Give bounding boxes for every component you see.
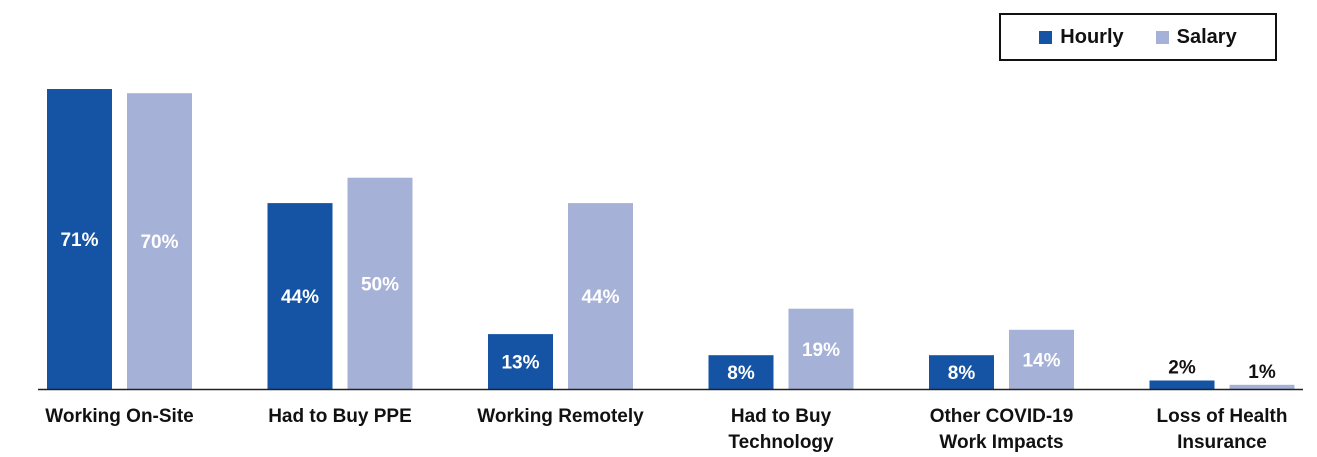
category-labels: Working On-Site Had to Buy PPE Working Rem… bbox=[45, 406, 1287, 453]
data-label-hourly-had-to-buy-technology: 8% bbox=[727, 363, 755, 384]
data-label-salary-other-covid-19-work-impacts: 14% bbox=[1022, 350, 1060, 371]
legend-item-salary: Salary bbox=[1155, 25, 1237, 49]
category-label-had-to-buy-technology: Had to Buy Technology bbox=[728, 406, 834, 453]
data-label-salary-had-to-buy-ppe: 50% bbox=[361, 274, 399, 295]
data-label-salary-working-remotely: 44% bbox=[581, 287, 619, 308]
labels-layer: 71% 70% 44% 50% 13% 44% 8% 19% 8% 14% 2% 1% bbox=[60, 230, 1275, 384]
category-label-working-remotely: Working Remotely bbox=[477, 406, 644, 427]
legend-item-hourly: Hourly bbox=[1039, 25, 1124, 49]
data-label-hourly-working-on-site: 71% bbox=[60, 230, 98, 251]
bar-salary-working-remotely bbox=[568, 203, 633, 389]
category-label-other-covid-19-work-impacts: Other COVID-19 Work Impacts bbox=[930, 406, 1074, 453]
category-label-loss-of-health-insurance: Loss of Health Insurance bbox=[1157, 406, 1288, 453]
data-label-salary-working-on-site: 70% bbox=[140, 232, 178, 253]
bar-hourly-working-remotely bbox=[488, 334, 553, 389]
category-label-had-to-buy-ppe: Had to Buy PPE bbox=[268, 406, 412, 427]
data-label-hourly-had-to-buy-ppe: 44% bbox=[281, 287, 319, 308]
data-label-hourly-loss-of-health-insurance: 2% bbox=[1168, 358, 1196, 379]
bar-hourly-had-to-buy-technology bbox=[708, 355, 774, 389]
bar-hourly-other-covid-19-work-impacts bbox=[929, 355, 994, 389]
bar-salary-had-to-buy-technology bbox=[788, 308, 854, 389]
bar-salary-working-on-site bbox=[127, 93, 192, 389]
legend-label-salary: Salary bbox=[1176, 25, 1237, 48]
data-label-salary-had-to-buy-technology: 19% bbox=[802, 340, 840, 361]
bar-salary-other-covid-19-work-impacts bbox=[1009, 329, 1074, 389]
data-label-hourly-working-remotely: 13% bbox=[501, 353, 539, 374]
legend-swatch-hourly bbox=[1039, 30, 1053, 44]
category-label-working-on-site: Working On-Site bbox=[45, 406, 193, 427]
bar-hourly-had-to-buy-ppe bbox=[267, 203, 333, 389]
data-label-salary-loss-of-health-insurance: 1% bbox=[1248, 362, 1276, 383]
legend-label-hourly: Hourly bbox=[1060, 25, 1124, 48]
bar-salary-had-to-buy-ppe bbox=[347, 177, 413, 389]
legend-swatch-salary bbox=[1155, 30, 1169, 44]
bar-hourly-loss-of-health-insurance bbox=[1149, 380, 1215, 389]
legend: Hourly Salary bbox=[999, 13, 1277, 61]
bars-layer bbox=[47, 89, 1295, 389]
data-label-hourly-other-covid-19-work-impacts: 8% bbox=[948, 363, 976, 384]
bar-salary-loss-of-health-insurance bbox=[1229, 384, 1295, 389]
bar-hourly-working-on-site bbox=[47, 89, 112, 389]
